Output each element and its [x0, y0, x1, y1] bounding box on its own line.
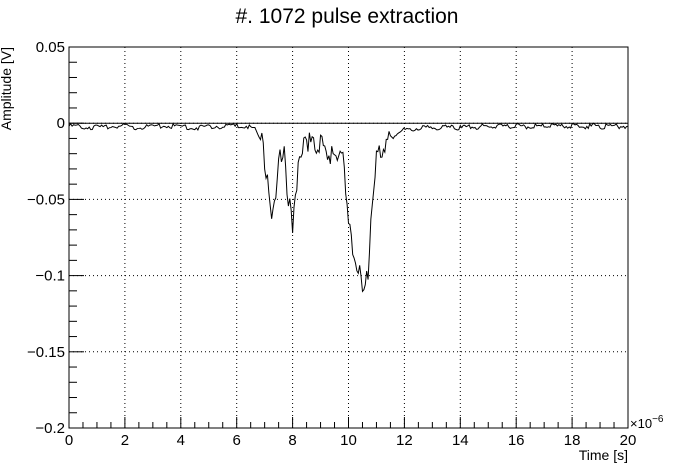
- x-axis-label: Time [s]: [579, 447, 628, 463]
- x-tick-label: 20: [620, 432, 637, 449]
- y-tick-label: 0.05: [36, 39, 65, 56]
- y-tick-label: −0.2: [35, 420, 65, 437]
- x-tick-label: 14: [452, 432, 469, 449]
- x-axis-ticks: 0 2 4 6 8 10 12 14 16 18 20: [65, 417, 637, 449]
- x-tick-label: 0: [65, 432, 73, 449]
- chart-title: #. 1072 pulse extraction: [236, 5, 459, 28]
- x-axis-multiplier: ×10−6: [630, 414, 664, 431]
- x-tick-label: 18: [564, 432, 581, 449]
- x-tick-label: 4: [177, 432, 185, 449]
- y-tick-label: −0.1: [35, 268, 65, 285]
- x-tick-label: 2: [121, 432, 129, 449]
- x-tick-label: 12: [396, 432, 413, 449]
- y-tick-label: 0: [57, 115, 65, 132]
- plot-frame-background: [69, 47, 628, 428]
- series-line: [68, 122, 629, 293]
- x-tick-label: 10: [340, 432, 357, 449]
- x-tick-label: 6: [233, 432, 241, 449]
- y-axis-ticks: −0.2 −0.15 −0.1 −0.05 0 0.05: [27, 39, 84, 437]
- x-tick-label: 8: [288, 432, 296, 449]
- y-tick-label: −0.15: [27, 344, 65, 361]
- y-tick-label: −0.05: [27, 191, 65, 208]
- y-axis-label: Amplitude [V]: [0, 47, 14, 130]
- x-tick-label: 16: [508, 432, 525, 449]
